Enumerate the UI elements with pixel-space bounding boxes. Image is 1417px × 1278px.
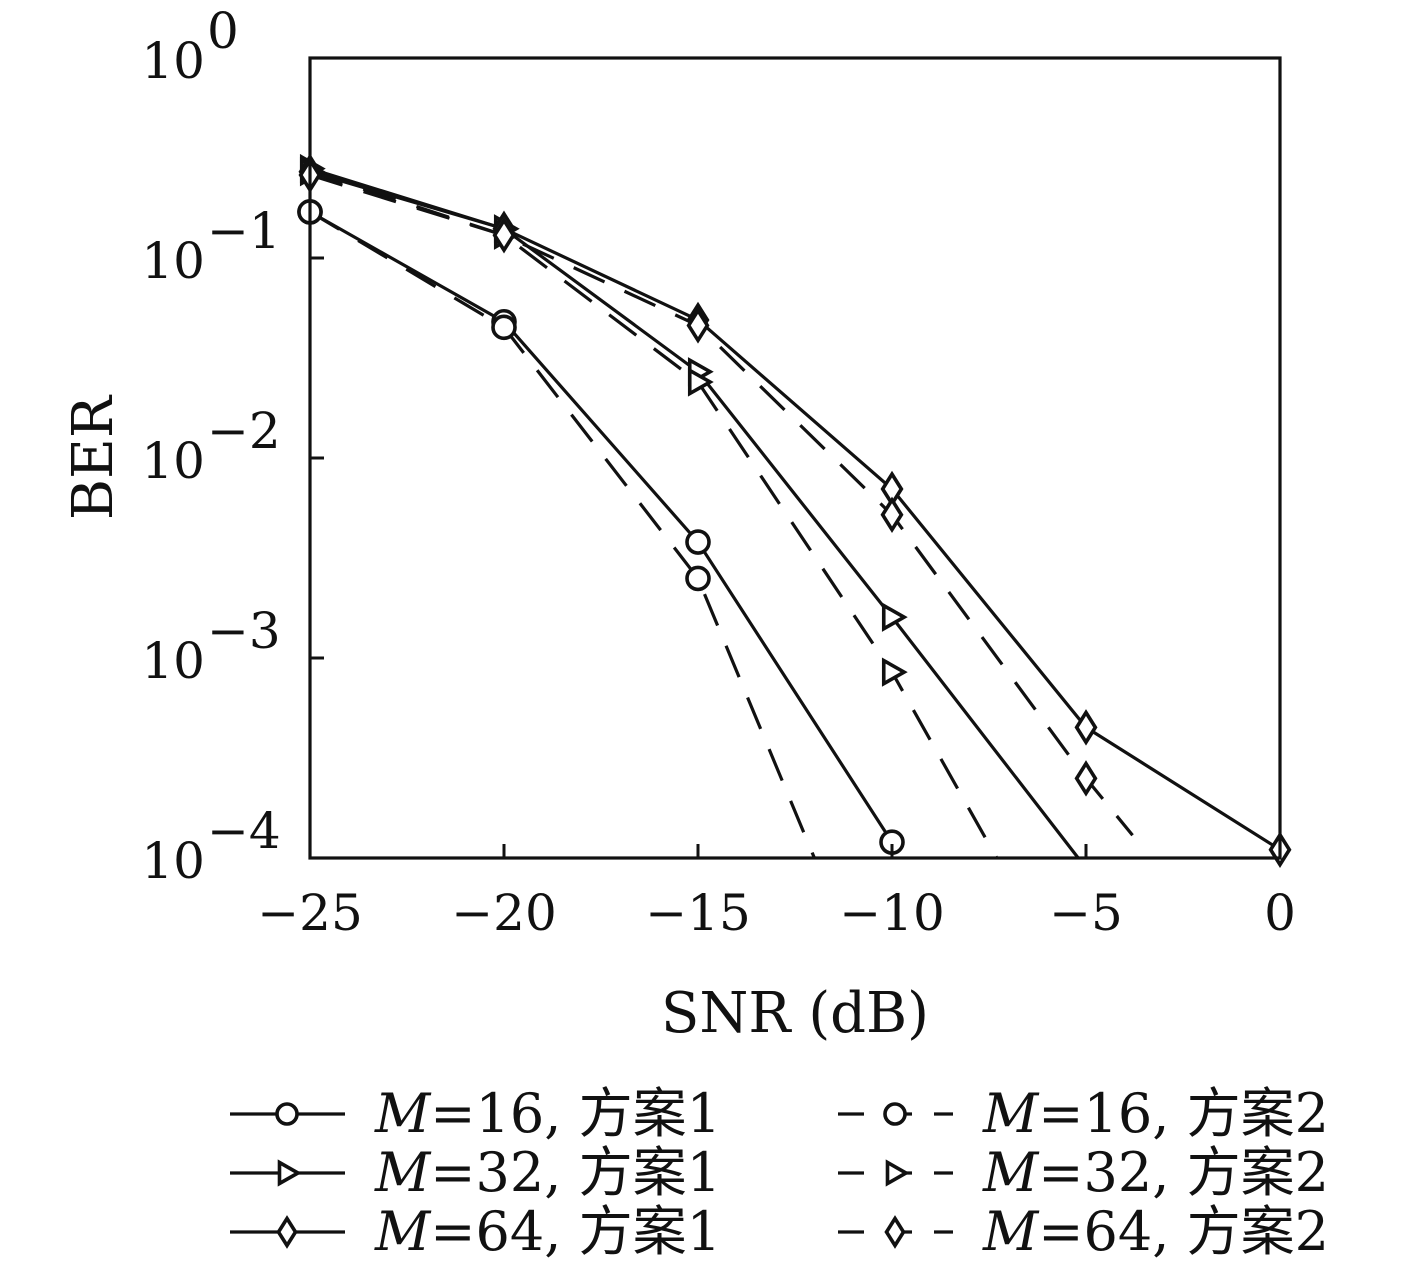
legend-entry: M=16, 方案1: [230, 1082, 721, 1145]
legend-marker-diamond: [884, 1215, 906, 1249]
legend-label: M=32, 方案1: [374, 1141, 721, 1204]
series-layer: [297, 153, 1292, 868]
legend-marker-triangle-right: [885, 1159, 910, 1187]
data-point-circle: [685, 565, 711, 592]
x-axis-title: SNR (dB): [661, 981, 929, 1046]
legend-label: M=32, 方案2: [982, 1141, 1329, 1204]
series-32-scheme1: [299, 153, 1080, 859]
x-tick-label: 0: [1264, 884, 1296, 942]
data-point-circle: [685, 529, 711, 555]
series-line: [309, 173, 1134, 837]
data-point-triangle-right: [687, 367, 714, 397]
y-tick-exponent: 0: [207, 2, 239, 60]
series-64-scheme1: [298, 153, 1292, 868]
series-16-scheme2: [297, 199, 816, 859]
legend-label: M=16, 方案1: [374, 1082, 721, 1145]
legend-entry: M=64, 方案2: [838, 1200, 1329, 1263]
legend-entry: M=32, 方案2: [838, 1141, 1329, 1204]
legend-marker-triangle-right: [277, 1159, 302, 1187]
x-tick-label: −15: [645, 884, 751, 942]
data-point-diamond: [686, 307, 710, 344]
plot-frame: [308, 56, 1282, 860]
series-line: [309, 167, 1080, 859]
legend-label: M=64, 方案2: [982, 1200, 1329, 1263]
data-point-triangle-right: [881, 602, 908, 632]
y-tick-exponent: −4: [207, 802, 281, 860]
legend-marker-circle: [883, 1102, 907, 1126]
series-line: [309, 210, 894, 844]
x-tick-label: −20: [451, 884, 557, 942]
data-point-diamond: [1074, 709, 1098, 746]
x-tick-label: −25: [257, 884, 363, 942]
y-tick-exponent: −1: [207, 202, 281, 260]
series-64-scheme2: [298, 156, 1134, 837]
y-tick-label: 10: [141, 832, 205, 890]
legend-marker-diamond: [276, 1215, 298, 1249]
data-point-circle: [491, 314, 517, 341]
y-tick-label: 10: [141, 32, 205, 90]
legend-marker-circle: [275, 1102, 299, 1126]
y-tick-label: 10: [141, 632, 205, 690]
y-tick-exponent: −3: [207, 602, 281, 660]
data-point-triangle-right: [881, 657, 908, 687]
data-point-diamond: [880, 496, 904, 534]
y-axis-title: BER: [61, 394, 126, 520]
series-line: [309, 210, 816, 859]
series-line: [309, 170, 1281, 852]
y-tick-exponent: −2: [207, 402, 281, 460]
y-tick-label: 10: [141, 232, 205, 290]
x-tick-label: −10: [839, 884, 945, 942]
legend-entry: M=32, 方案1: [230, 1141, 721, 1204]
data-point-diamond: [1074, 760, 1098, 797]
legend-entry: M=64, 方案1: [230, 1200, 721, 1263]
x-tick-label: −5: [1049, 884, 1123, 942]
legend-label: M=64, 方案1: [374, 1200, 721, 1263]
legend-label: M=16, 方案2: [982, 1082, 1329, 1145]
y-tick-label: 10: [141, 432, 205, 490]
legend-entry: M=16, 方案2: [838, 1082, 1329, 1145]
data-point-diamond: [492, 216, 516, 254]
